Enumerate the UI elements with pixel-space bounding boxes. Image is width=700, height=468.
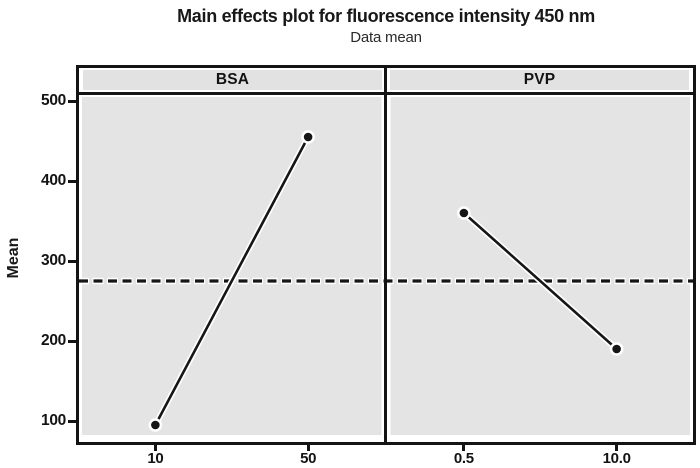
chart-subtitle: Data mean [350,29,422,46]
y-tick-mark-200 [68,339,76,343]
plot-frame: BSA PVP [76,65,696,445]
x-tick-mark-10.0 [615,445,619,451]
panel-header-pvp: PVP [390,70,689,90]
x-tick-label-10: 10 [147,450,164,467]
x-tick-mark-50 [306,445,310,451]
panel-bg-bsa [82,97,382,435]
x-tick-label-10.0: 10.0 [602,450,631,467]
data-point-pvp-0.5 [459,208,469,218]
x-tick-label-50: 50 [300,450,317,467]
x-tick-mark-10 [153,445,157,451]
chart-title: Main effects plot for fluorescence inten… [177,6,595,26]
y-tick-label-400: 400 [41,171,66,189]
y-tick-label-200: 200 [41,331,66,349]
panel-divider [384,68,387,442]
y-tick-mark-500 [68,99,76,103]
data-point-pvp-10.0 [612,344,621,354]
y-tick-mark-300 [68,259,76,263]
y-tick-mark-400 [68,179,76,183]
x-tick-mark-0.5 [462,445,466,451]
y-tick-label-300: 300 [41,251,66,269]
data-point-bsa-50 [303,132,313,142]
panel-header-bsa: BSA [83,70,382,90]
panel-bg-pvp [390,97,690,435]
effect-line-bsa [154,135,310,427]
data-point-bsa-10 [151,420,160,430]
y-tick-mark-100 [68,419,76,423]
x-tick-label-0.5: 0.5 [453,450,474,467]
y-tick-label-500: 500 [41,91,66,109]
panel-header-row: BSA PVP [79,68,693,92]
y-axis-title: Mean [5,237,22,279]
effect-line-pvp [462,211,618,351]
y-tick-label-100: 100 [41,411,66,429]
